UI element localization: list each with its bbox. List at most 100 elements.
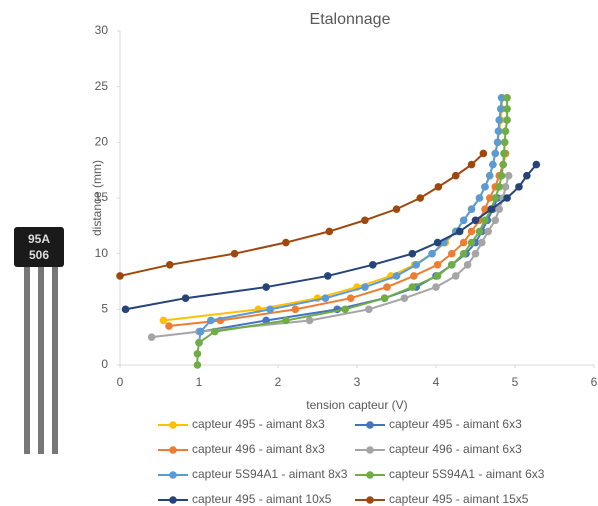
data-point <box>459 249 468 258</box>
data-point <box>165 261 174 269</box>
data-point <box>392 205 401 213</box>
data-point <box>193 361 202 369</box>
data-point <box>471 249 480 258</box>
data-point <box>193 350 202 358</box>
legend-marker <box>366 421 374 429</box>
legend-marker <box>169 496 177 504</box>
data-point <box>291 305 300 314</box>
data-point <box>497 94 506 102</box>
data-point <box>504 171 513 180</box>
sensor-marking: 506 <box>29 248 49 262</box>
data-point <box>491 149 500 158</box>
data-point <box>181 294 190 303</box>
data-point <box>116 272 124 280</box>
data-point <box>448 249 456 258</box>
data-point <box>515 183 523 191</box>
data-point <box>475 194 484 202</box>
data-point <box>523 171 531 180</box>
data-point <box>383 283 391 291</box>
legend-marker <box>366 471 374 479</box>
data-point <box>211 327 219 336</box>
series-line <box>151 175 510 339</box>
data-point <box>459 238 468 247</box>
data-point <box>361 216 369 225</box>
data-point <box>485 194 494 202</box>
y-tick-label: 25 <box>95 79 109 93</box>
series <box>147 171 513 341</box>
data-point <box>489 160 497 169</box>
legend-marker <box>366 496 374 504</box>
data-point <box>321 294 330 303</box>
y-tick-label: 0 <box>101 357 108 371</box>
data-point <box>485 171 494 180</box>
data-point <box>121 305 130 314</box>
data-point <box>495 205 504 213</box>
data-point <box>195 338 203 347</box>
data-point <box>491 216 500 225</box>
series-line <box>119 152 485 277</box>
legend-label: capteur 495 - aimant 10x5 <box>192 492 332 506</box>
legend-label: capteur 5S94A1 - aimant 8x3 <box>192 467 348 481</box>
data-point <box>497 171 506 180</box>
data-point <box>433 261 442 269</box>
data-point <box>266 305 274 314</box>
series <box>159 94 507 325</box>
data-point <box>495 116 504 124</box>
data-point <box>487 205 496 213</box>
data-point <box>369 261 377 269</box>
sensor-image: 95A 506 <box>14 227 64 454</box>
sensor-leg <box>52 262 58 454</box>
data-point <box>282 238 290 247</box>
chart-title: Etalonnage <box>310 11 391 28</box>
data-point <box>434 183 443 191</box>
data-point <box>282 316 290 325</box>
data-point <box>165 322 173 330</box>
data-point <box>455 227 464 236</box>
data-point <box>532 160 541 169</box>
x-tick-label: 6 <box>591 375 598 389</box>
y-tick-label: 30 <box>95 23 109 37</box>
x-tick-label: 5 <box>512 375 519 389</box>
data-point <box>400 294 409 303</box>
data-point <box>346 294 355 303</box>
data-point <box>496 105 505 113</box>
legend-marker <box>169 471 177 479</box>
data-point <box>493 138 502 147</box>
x-axis-label: tension capteur (V) <box>306 398 407 412</box>
legend-marker <box>169 446 177 454</box>
data-point <box>467 227 476 236</box>
y-axis-label: distance (mm) <box>90 160 104 236</box>
data-point <box>451 171 460 180</box>
data-point <box>428 249 436 258</box>
data-point <box>196 327 205 336</box>
x-tick-label: 0 <box>117 375 124 389</box>
data-point <box>262 283 270 291</box>
x-tick-label: 2 <box>275 375 282 389</box>
data-point <box>503 94 511 102</box>
legend-marker <box>169 421 177 429</box>
series-line <box>163 97 504 322</box>
legend-label: capteur 495 - aimant 15x5 <box>389 492 529 506</box>
legend-label: capteur 5S94A1 - aimant 6x3 <box>389 467 545 481</box>
data-point <box>323 272 332 280</box>
x-tick-label: 1 <box>196 375 203 389</box>
data-point <box>501 183 510 191</box>
data-point <box>416 194 425 202</box>
y-tick-label: 5 <box>101 302 108 316</box>
data-point <box>503 105 511 113</box>
data-point <box>230 249 239 258</box>
data-point <box>467 205 476 213</box>
data-point <box>432 283 440 291</box>
data-point <box>501 127 510 135</box>
data-point <box>479 149 488 158</box>
data-point <box>412 261 421 269</box>
series <box>116 149 488 280</box>
x-tick-label: 4 <box>433 375 440 389</box>
y-tick-label: 20 <box>95 135 109 149</box>
legend-label: capteur 496 - aimant 8x3 <box>192 442 325 456</box>
data-point <box>365 305 373 314</box>
data-point <box>467 238 476 247</box>
data-point <box>500 138 509 147</box>
legend-marker <box>366 446 374 454</box>
